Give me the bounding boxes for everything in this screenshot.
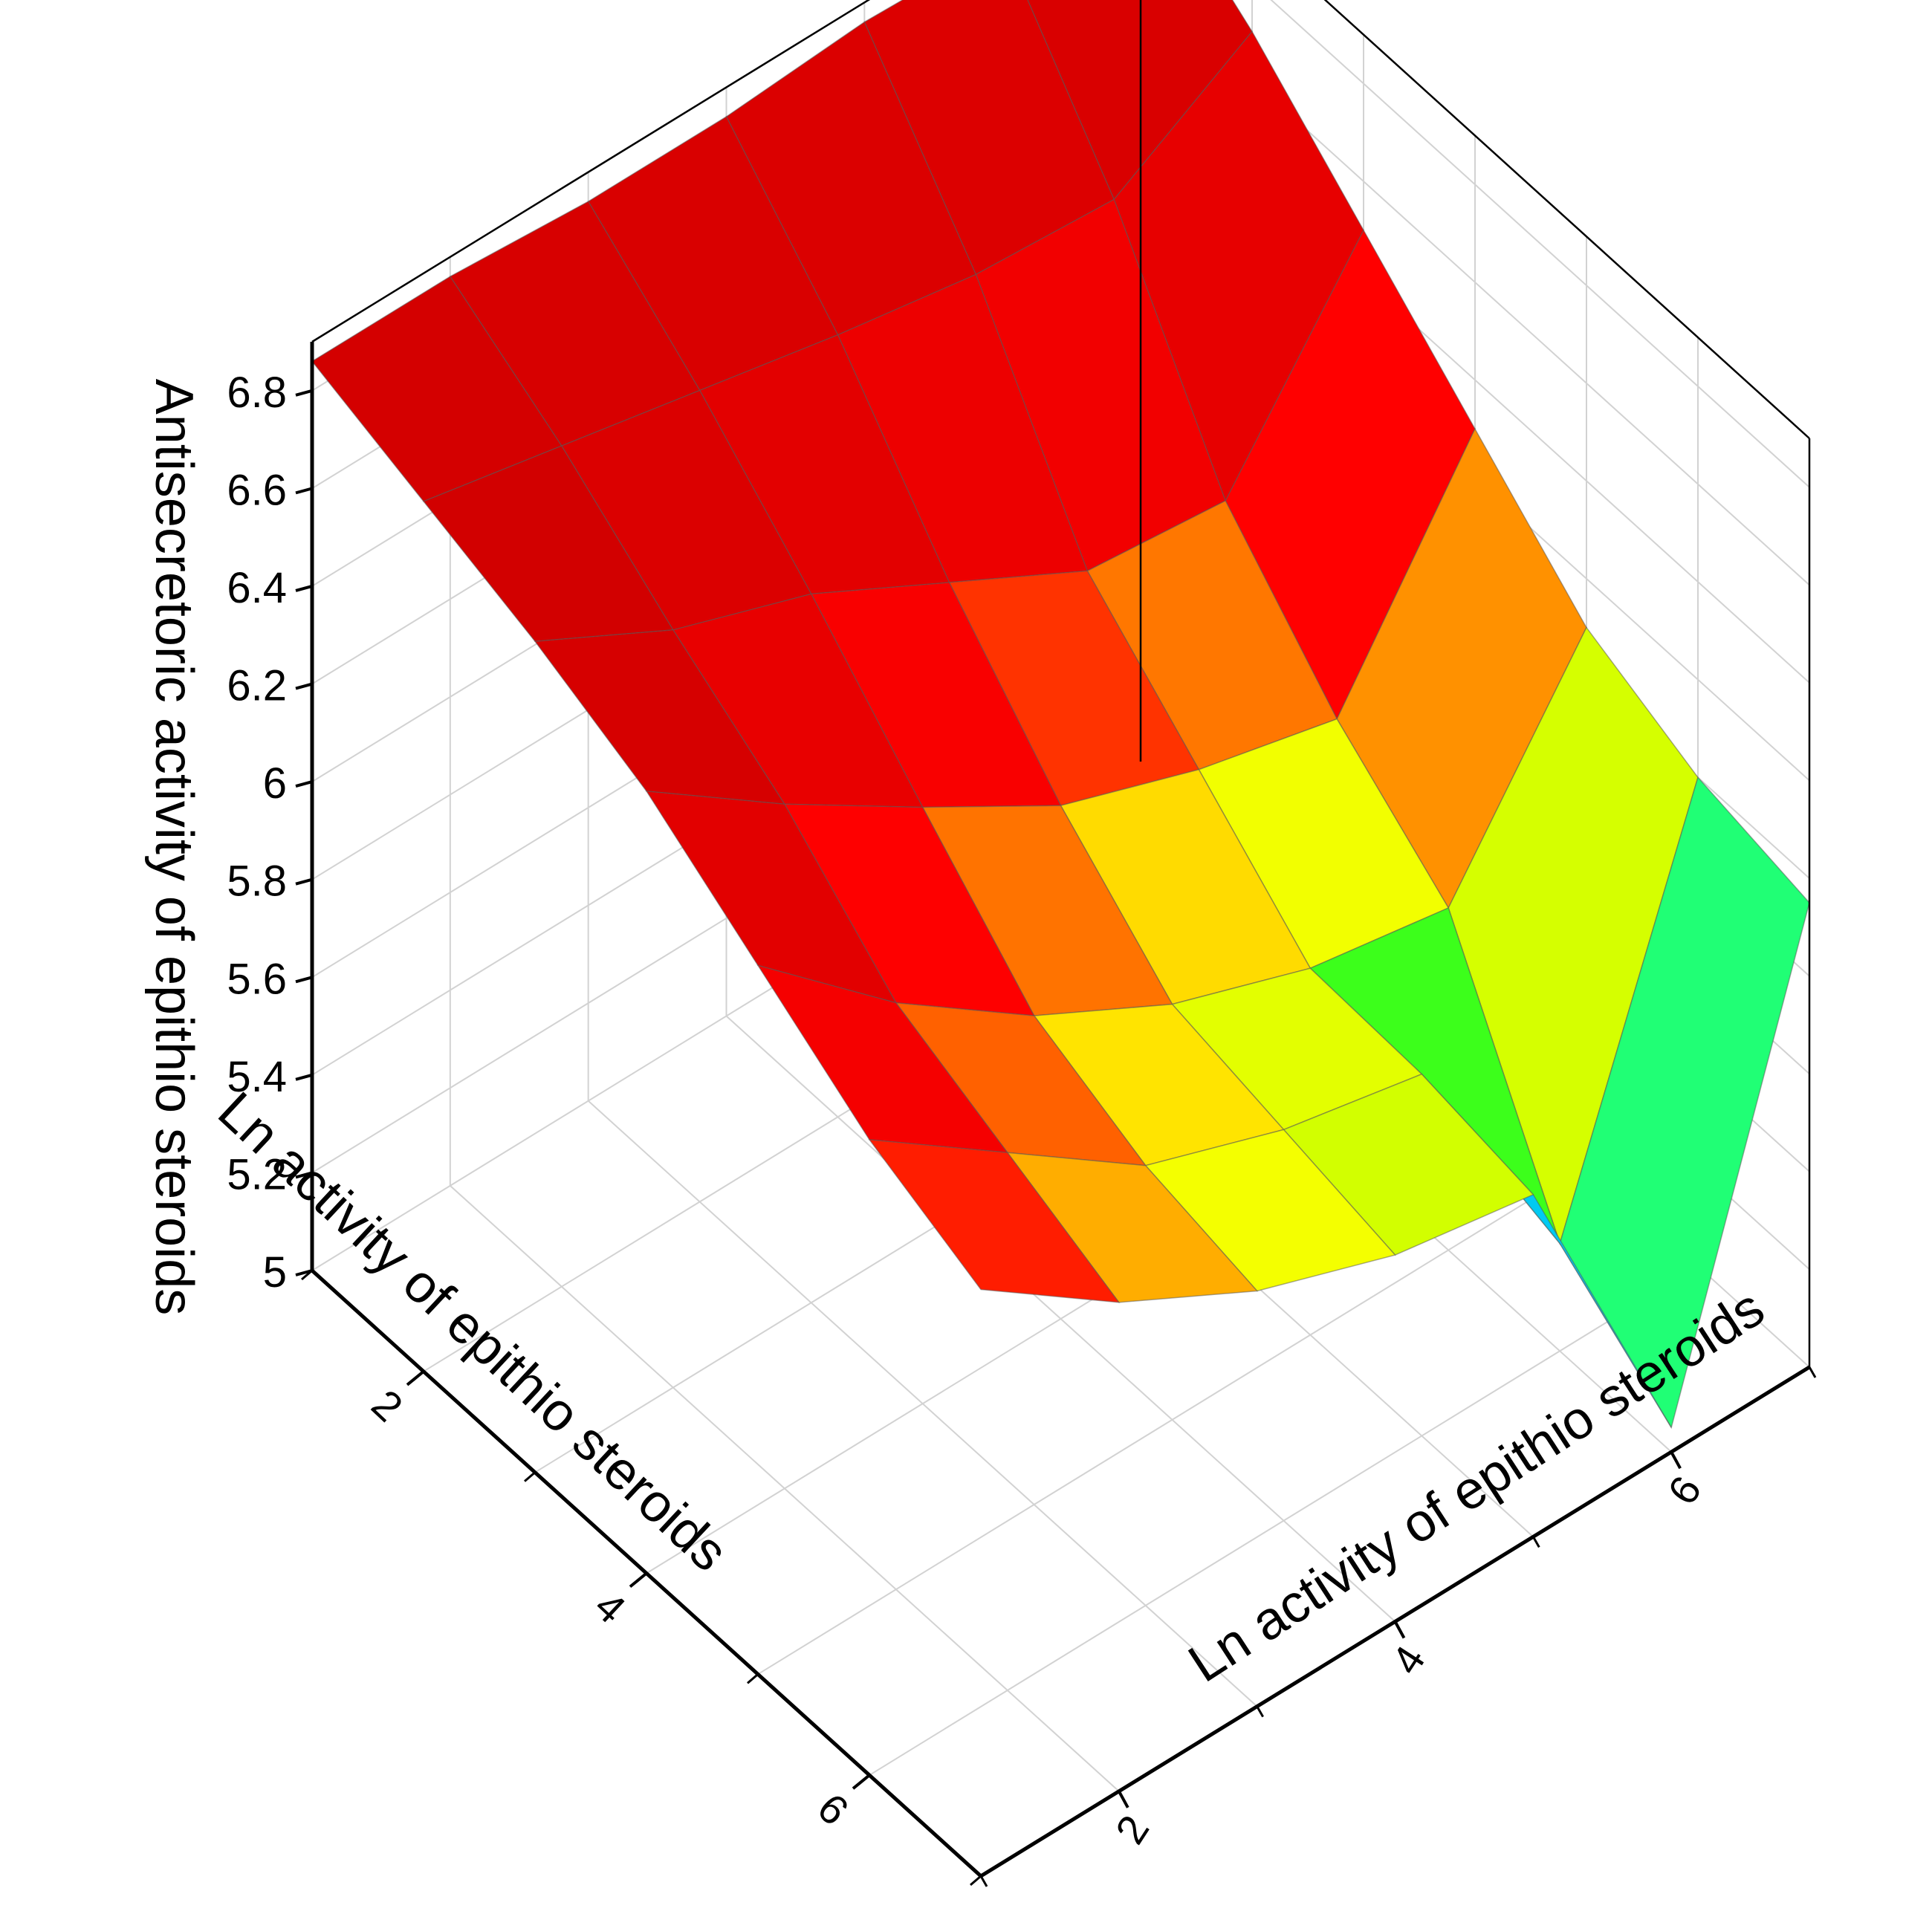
z-tick-label: 5.6 [227, 955, 287, 1003]
x-tick-label: 4 [586, 1583, 635, 1632]
surface-mesh [311, 0, 1810, 1430]
y-minor-tick [1670, 1451, 1679, 1463]
z-tick [295, 1269, 313, 1276]
x-tick-label: 2 [363, 1380, 412, 1430]
x-minor-tick [858, 1774, 870, 1785]
z-tick-label: 5.2 [227, 1150, 287, 1198]
y-minor-tick [1394, 1620, 1402, 1633]
y-minor-tick [1118, 1791, 1127, 1803]
z-tick-label: 5 [263, 1248, 287, 1297]
z-tick-label: 6.2 [227, 662, 287, 710]
x-tick-label: 6 [808, 1784, 858, 1834]
floor-gridline-y [725, 1015, 1396, 1623]
x-minor-tick [747, 1673, 759, 1684]
y-minor-tick [979, 1875, 988, 1887]
z-tick [295, 682, 313, 690]
z-axis-title: Antisecretoric activity of epithio stero… [144, 379, 204, 1316]
y-tick-label: 6 [1659, 1467, 1711, 1512]
y-tick-label: 2 [1106, 1807, 1158, 1852]
z-tick-label: 6 [263, 759, 287, 808]
x-minor-tick [970, 1875, 982, 1886]
y-minor-tick [1532, 1536, 1540, 1548]
z-tick-label: 5.8 [227, 857, 287, 906]
floor-gridline-y [587, 1100, 1258, 1707]
z-tick-label: 6.4 [227, 564, 287, 612]
z-tick-label: 6.6 [227, 466, 287, 514]
z-tick [295, 585, 313, 592]
frame-top [311, 0, 1810, 439]
z-tick [295, 877, 313, 886]
z-tick [295, 1073, 313, 1081]
x-minor-tick [301, 1269, 313, 1281]
z-tick-label: 6.8 [227, 369, 287, 417]
z-tick [295, 1171, 313, 1179]
z-tick [295, 389, 313, 397]
z-tick [295, 976, 313, 984]
floor-gridline-y [450, 1185, 1120, 1792]
surface-patch [868, 1138, 1121, 1303]
tick-marks [295, 389, 1817, 1887]
x-minor-tick [412, 1370, 424, 1381]
z-tick [295, 780, 313, 788]
x-minor-tick [635, 1572, 647, 1583]
z-tick-label: 5.4 [227, 1053, 287, 1101]
y-minor-tick [1256, 1705, 1264, 1718]
z-tick [295, 487, 313, 495]
y-minor-tick [1808, 1366, 1817, 1378]
x-minor-tick [524, 1471, 536, 1482]
y-tick-label: 4 [1382, 1638, 1434, 1682]
